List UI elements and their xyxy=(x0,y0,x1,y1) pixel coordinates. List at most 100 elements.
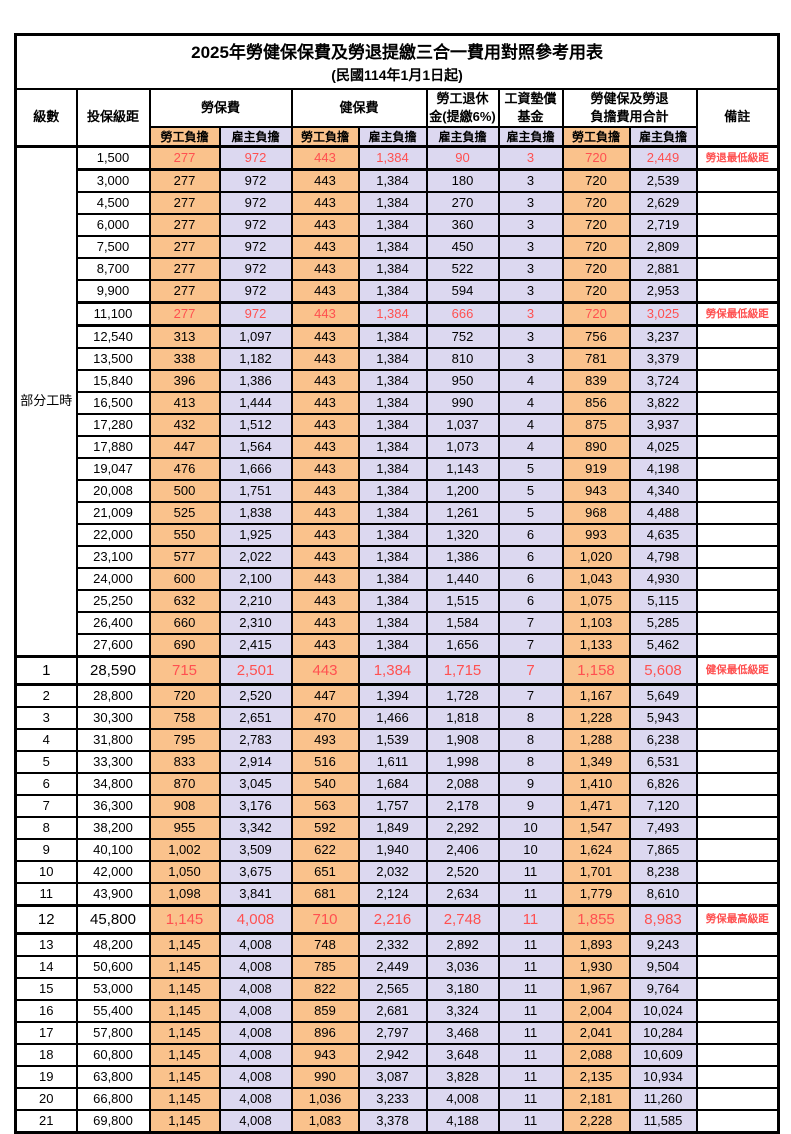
bracket-cell: 43,900 xyxy=(75,881,151,906)
value-cell-labor-employee: 277 xyxy=(148,144,221,171)
value-cell-fund-employer: 11 xyxy=(497,1064,564,1089)
value-cell-pension-employer: 2,088 xyxy=(425,771,500,796)
value-cell-labor-employer: 3,675 xyxy=(218,859,293,884)
subheader-total-employer: 雇主負擔 xyxy=(628,125,698,147)
value-cell-health-employer: 1,384 xyxy=(357,368,428,393)
level-cell: 8 xyxy=(14,815,78,840)
value-cell-health-employee: 563 xyxy=(290,793,360,818)
value-cell-health-employee: 540 xyxy=(290,771,360,796)
value-cell-fund-employer: 11 xyxy=(497,1042,564,1067)
value-cell-labor-employer: 4,008 xyxy=(218,1020,293,1045)
value-cell-health-employer: 2,216 xyxy=(357,903,428,935)
value-cell-labor-employee: 1,145 xyxy=(148,998,221,1023)
value-cell-labor-employer: 2,783 xyxy=(218,727,293,752)
value-cell-labor-employer: 4,008 xyxy=(218,1042,293,1067)
value-cell-labor-employer: 2,310 xyxy=(218,610,293,635)
level-cell: 3 xyxy=(14,705,78,730)
col-header-wage-fund: 工資墊償 基金 xyxy=(497,87,564,128)
value-cell-health-employer: 1,384 xyxy=(357,610,428,635)
value-cell-total-employer: 2,881 xyxy=(628,256,698,281)
value-cell-pension-employer: 1,515 xyxy=(425,588,500,613)
value-cell-pension-employer: 2,178 xyxy=(425,793,500,818)
value-cell-health-employee: 447 xyxy=(290,683,360,708)
level-cell: 2 xyxy=(14,683,78,708)
remark-cell xyxy=(695,610,780,635)
table-row: 26,400 660 2,310 443 1,384 1,584 7 1,103 5,285 xyxy=(16,610,780,635)
level-cell: 19 xyxy=(14,1064,78,1089)
bracket-cell: 24,000 xyxy=(75,566,151,591)
value-cell-total-employee: 919 xyxy=(561,456,631,481)
bracket-cell: 23,100 xyxy=(75,544,151,569)
page-subtitle: (民國114年1月1日起) xyxy=(331,66,463,83)
value-cell-total-employer: 5,462 xyxy=(628,632,698,657)
value-cell-fund-employer: 9 xyxy=(497,793,564,818)
value-cell-total-employee: 1,075 xyxy=(561,588,631,613)
value-cell-labor-employer: 2,210 xyxy=(218,588,293,613)
level-cell: 6 xyxy=(14,771,78,796)
value-cell-health-employee: 443 xyxy=(290,632,360,657)
value-cell-pension-employer: 2,748 xyxy=(425,903,500,935)
bracket-cell: 42,000 xyxy=(75,859,151,884)
remark-cell xyxy=(695,727,780,752)
value-cell-labor-employee: 758 xyxy=(148,705,221,730)
value-cell-health-employer: 2,565 xyxy=(357,976,428,1001)
bracket-cell: 57,800 xyxy=(75,1020,151,1045)
remark-cell xyxy=(695,566,780,591)
value-cell-labor-employee: 1,145 xyxy=(148,1086,221,1111)
bracket-cell: 22,000 xyxy=(75,522,151,547)
value-cell-labor-employer: 3,841 xyxy=(218,881,293,906)
value-cell-fund-employer: 4 xyxy=(497,434,564,459)
value-cell-total-employer: 9,504 xyxy=(628,954,698,979)
table-row: 13,500 338 1,182 443 1,384 810 3 781 3,379 xyxy=(16,346,780,371)
table-row: 9,900 277 972 443 1,384 594 3 720 2,953 xyxy=(16,278,780,303)
value-cell-labor-employer: 1,751 xyxy=(218,478,293,503)
table-row: 6,000 277 972 443 1,384 360 3 720 2,719 xyxy=(16,212,780,237)
value-cell-pension-employer: 360 xyxy=(425,212,500,237)
value-cell-labor-employee: 577 xyxy=(148,544,221,569)
bracket-cell: 28,800 xyxy=(75,683,151,708)
value-cell-total-employer: 2,719 xyxy=(628,212,698,237)
value-cell-health-employer: 1,384 xyxy=(357,144,428,171)
value-cell-health-employer: 3,087 xyxy=(357,1064,428,1089)
value-cell-labor-employer: 4,008 xyxy=(218,1108,293,1133)
value-cell-fund-employer: 3 xyxy=(497,300,564,327)
value-cell-total-employer: 4,340 xyxy=(628,478,698,503)
value-cell-total-employee: 993 xyxy=(561,522,631,547)
value-cell-health-employer: 1,757 xyxy=(357,793,428,818)
value-cell-labor-employee: 1,145 xyxy=(148,932,221,957)
level-cell: 14 xyxy=(14,954,78,979)
remark-cell xyxy=(695,368,780,393)
level-cell: 1 xyxy=(14,654,78,686)
col-header-total-line2: 負擔費用合計 xyxy=(590,108,669,124)
value-cell-labor-employer: 972 xyxy=(218,278,293,303)
value-cell-total-employee: 2,088 xyxy=(561,1042,631,1067)
value-cell-health-employee: 443 xyxy=(290,522,360,547)
value-cell-total-employee: 1,043 xyxy=(561,566,631,591)
table-row: 15 53,000 1,145 4,008 822 2,565 3,180 11 1,967 9,… xyxy=(14,976,780,1001)
value-cell-health-employer: 1,384 xyxy=(357,588,428,613)
bracket-cell: 15,840 xyxy=(75,368,151,393)
remark-cell xyxy=(695,390,780,415)
value-cell-health-employer: 1,384 xyxy=(357,632,428,657)
table-row: 18 60,800 1,145 4,008 943 2,942 3,648 11 2,088 10… xyxy=(14,1042,780,1067)
value-cell-health-employer: 2,681 xyxy=(357,998,428,1023)
value-cell-total-employee: 1,547 xyxy=(561,815,631,840)
page-title: 2025年勞健保保費及勞退提繳三合一費用對照參考用表 xyxy=(191,43,603,63)
value-cell-fund-employer: 3 xyxy=(497,190,564,215)
remark-cell xyxy=(695,588,780,613)
col-header-level: 級數 xyxy=(14,87,78,147)
level-cell: 16 xyxy=(14,998,78,1023)
remark-cell xyxy=(695,456,780,481)
col-header-wage-fund-line2: 基金 xyxy=(517,108,544,124)
remark-cell xyxy=(695,632,780,657)
value-cell-total-employee: 1,779 xyxy=(561,881,631,906)
value-cell-fund-employer: 7 xyxy=(497,610,564,635)
value-cell-health-employer: 1,384 xyxy=(357,212,428,237)
remark-cell xyxy=(695,434,780,459)
table-row: 3,000 277 972 443 1,384 180 3 720 2,539 xyxy=(16,168,780,193)
col-header-pension: 勞工退休 金(提繳6%) xyxy=(425,87,500,128)
table-row: 部分工時 1,500 277 972 443 1,384 90 3 720 2,449 勞退最低級距 xyxy=(14,144,780,658)
value-cell-pension-employer: 990 xyxy=(425,390,500,415)
value-cell-labor-employer: 3,176 xyxy=(218,793,293,818)
